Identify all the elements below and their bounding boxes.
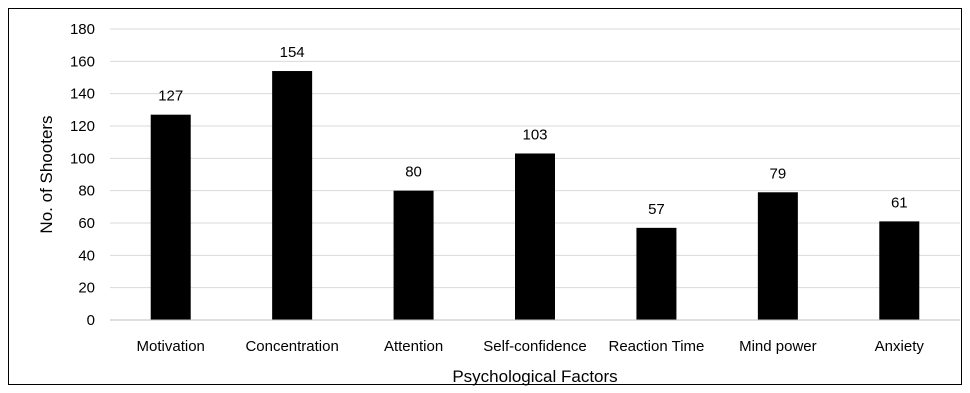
y-axis-title: No. of Shooters (37, 115, 56, 233)
bar (393, 190, 434, 320)
bar (150, 114, 191, 320)
y-tick-labels: 0 20 40 60 80 100 120 140 160 180 (70, 21, 95, 329)
category-label: Motivation (137, 338, 205, 355)
data-label: 103 (522, 126, 547, 143)
x-axis-title: Psychological Factors (452, 367, 617, 386)
category-label: Mind power (739, 338, 817, 355)
category-labels: Motivation Concentration Attention Self-con… (137, 338, 925, 355)
data-label: 79 (770, 165, 787, 182)
y-tick-label: 60 (78, 215, 95, 232)
gridlines (110, 28, 960, 289)
y-tick-label: 100 (70, 150, 95, 167)
bar (757, 192, 798, 320)
bars (150, 71, 920, 321)
y-tick-label: 180 (70, 21, 95, 38)
bar (636, 227, 677, 320)
bar (272, 71, 313, 321)
data-label: 154 (280, 44, 305, 61)
y-tick-label: 140 (70, 86, 95, 103)
category-label: Attention (384, 338, 443, 355)
bar (879, 221, 920, 320)
y-tick-label: 40 (78, 247, 95, 264)
data-label: 127 (158, 88, 183, 105)
y-tick-label: 80 (78, 183, 95, 200)
category-label: Reaction Time (608, 338, 704, 355)
bar (515, 153, 555, 320)
y-tick-label: 20 (78, 280, 95, 297)
y-tick-label: 160 (70, 53, 95, 70)
category-label: Anxiety (875, 338, 925, 355)
category-label: Self-confidence (483, 338, 586, 355)
data-labels: 127 154 80 103 57 79 61 (158, 44, 907, 218)
data-label: 57 (648, 201, 665, 218)
y-tick-label: 0 (87, 312, 95, 329)
category-label: Concentration (245, 338, 338, 355)
data-label: 80 (405, 164, 422, 181)
y-tick-label: 120 (70, 118, 95, 135)
data-label: 61 (891, 194, 908, 211)
